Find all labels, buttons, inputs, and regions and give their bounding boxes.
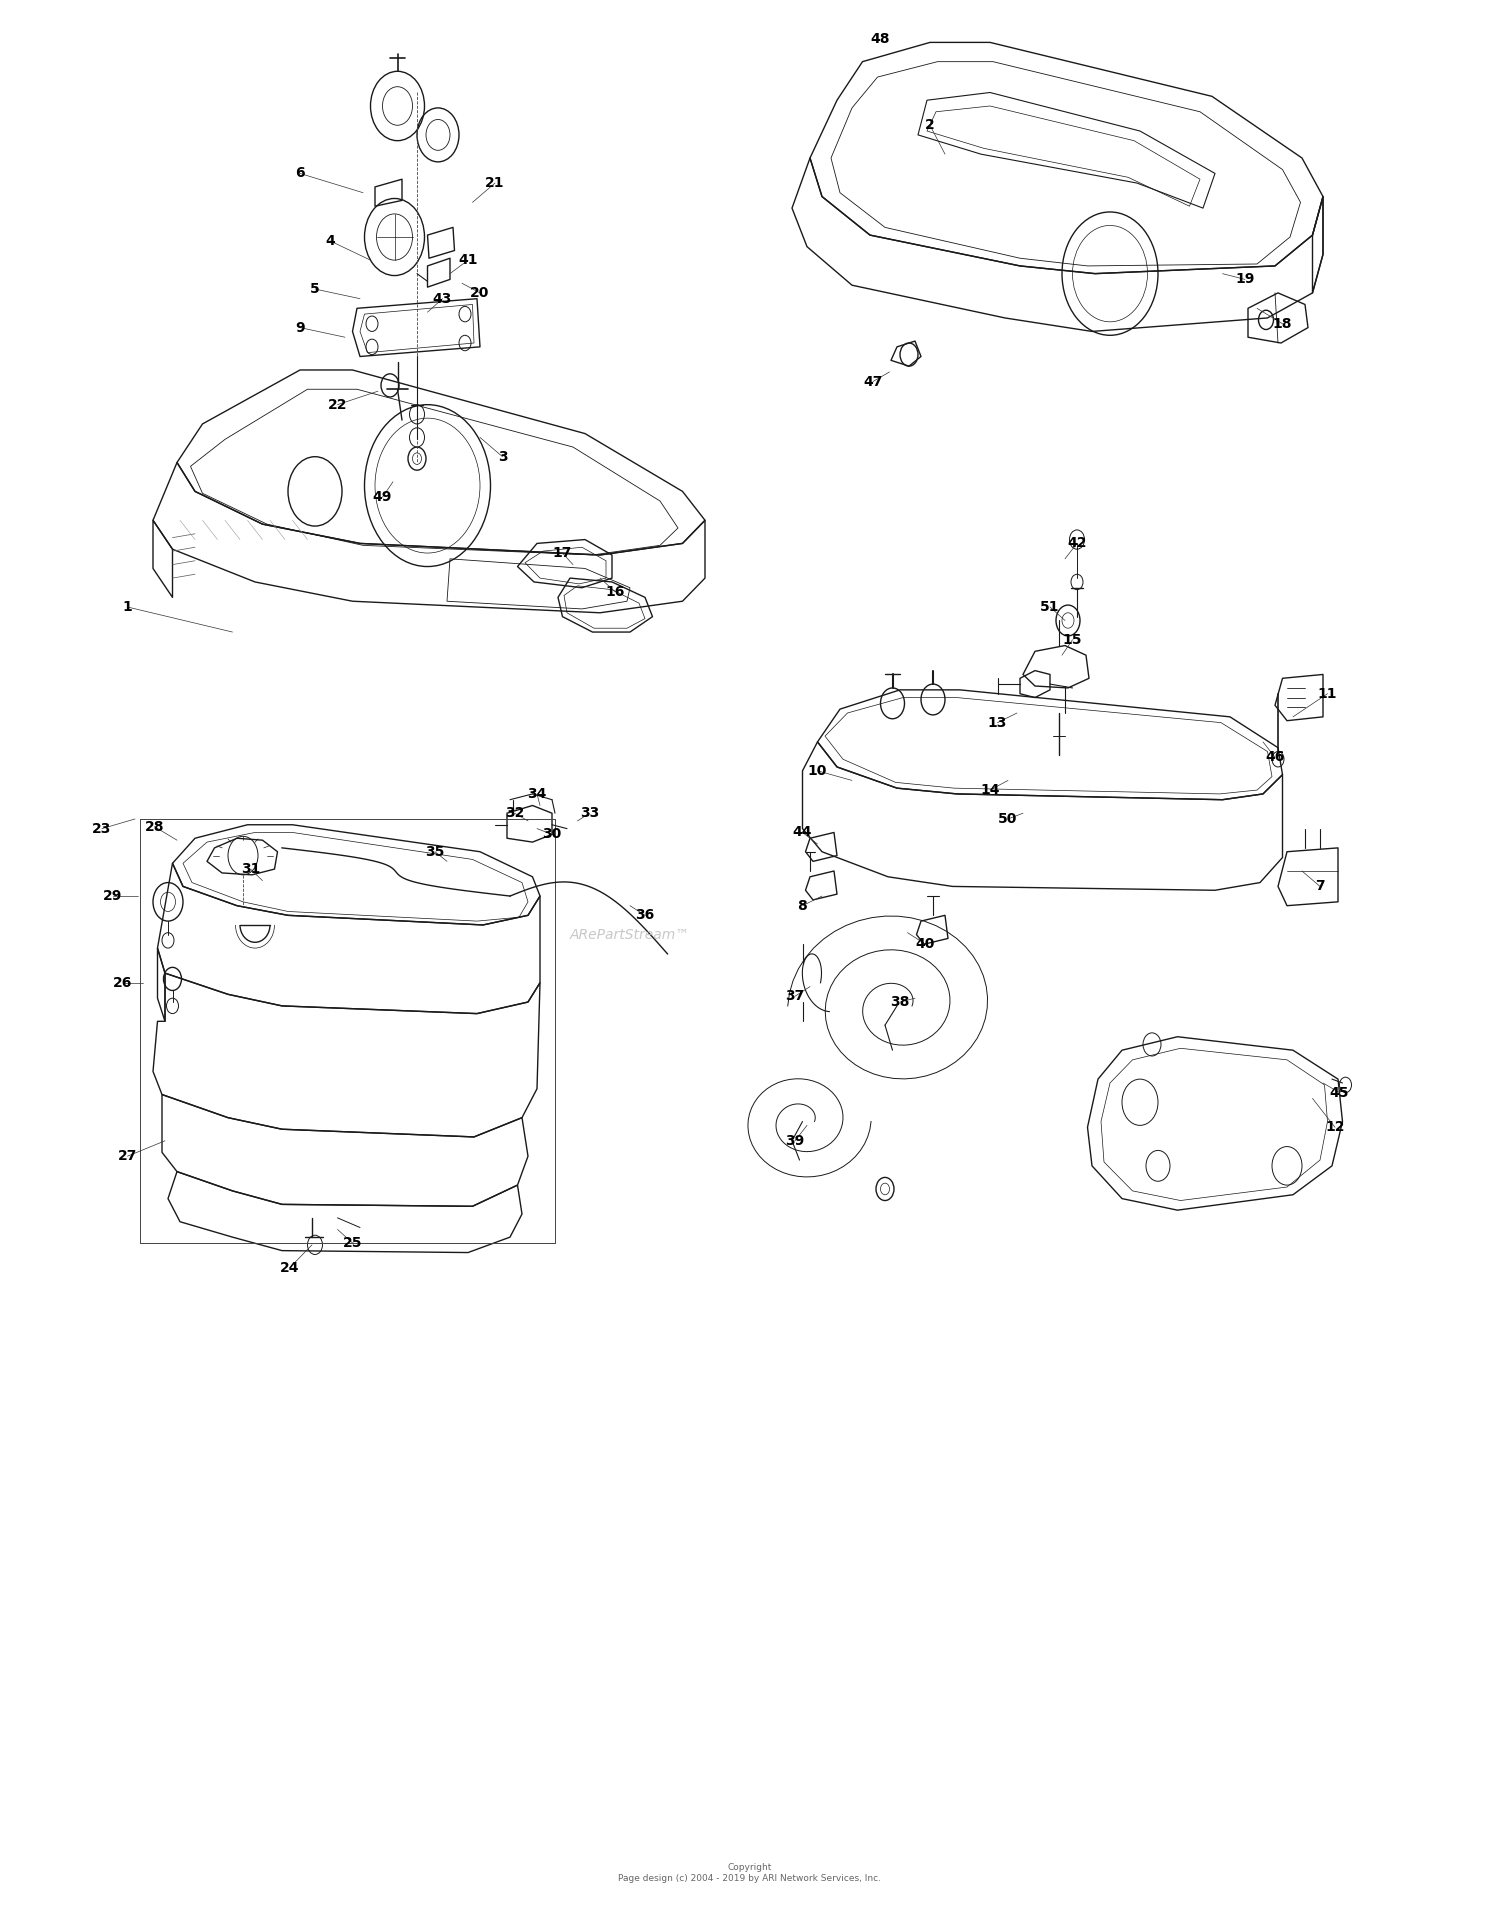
Text: 6: 6: [296, 166, 304, 181]
Text: 20: 20: [471, 285, 489, 301]
Text: 2: 2: [926, 118, 934, 133]
Text: 44: 44: [792, 825, 813, 840]
Text: 13: 13: [988, 715, 1006, 730]
Text: 5: 5: [310, 281, 320, 297]
Text: 35: 35: [426, 844, 444, 859]
Text: 3: 3: [498, 449, 507, 464]
Text: 37: 37: [786, 989, 804, 1004]
Text: 46: 46: [1266, 750, 1284, 765]
Text: 10: 10: [808, 763, 826, 779]
Text: 25: 25: [342, 1235, 363, 1251]
Text: 19: 19: [1236, 272, 1254, 287]
Text: 33: 33: [580, 805, 598, 821]
Text: 24: 24: [279, 1260, 298, 1276]
Text: Copyright
Page design (c) 2004 - 2019 by ARI Network Services, Inc.: Copyright Page design (c) 2004 - 2019 by…: [618, 1863, 882, 1883]
Text: 40: 40: [916, 937, 934, 952]
Text: 26: 26: [114, 975, 132, 990]
Text: 50: 50: [999, 811, 1017, 827]
Text: 15: 15: [1062, 632, 1083, 647]
Text: 49: 49: [374, 489, 392, 505]
Text: 8: 8: [798, 898, 807, 913]
Text: 30: 30: [543, 827, 561, 842]
Text: 48: 48: [870, 31, 891, 46]
Text: 45: 45: [1329, 1085, 1350, 1100]
Text: 21: 21: [486, 175, 504, 191]
Text: 42: 42: [1068, 536, 1086, 551]
Text: 27: 27: [118, 1148, 136, 1164]
Text: 14: 14: [981, 782, 999, 798]
Text: 32: 32: [506, 805, 524, 821]
Text: 39: 39: [786, 1133, 804, 1148]
Text: 51: 51: [1041, 599, 1059, 615]
Text: 18: 18: [1272, 316, 1292, 331]
Text: 11: 11: [1317, 686, 1338, 701]
Text: 23: 23: [93, 821, 111, 836]
Text: 47: 47: [864, 374, 882, 389]
Text: 41: 41: [459, 252, 477, 268]
Text: 36: 36: [636, 908, 654, 923]
Text: 16: 16: [606, 584, 624, 599]
Text: 7: 7: [1316, 879, 1324, 894]
Text: 17: 17: [554, 545, 572, 561]
Text: 22: 22: [327, 397, 346, 412]
Text: 38: 38: [891, 994, 909, 1010]
Text: 34: 34: [528, 786, 546, 802]
Text: 29: 29: [104, 888, 122, 904]
Text: 28: 28: [144, 819, 165, 834]
Text: ARePartStream™: ARePartStream™: [570, 927, 690, 942]
Text: 4: 4: [326, 233, 334, 249]
Text: 43: 43: [433, 291, 451, 306]
Text: 1: 1: [123, 599, 132, 615]
Text: 12: 12: [1326, 1120, 1344, 1135]
Text: 9: 9: [296, 320, 304, 335]
Text: 31: 31: [242, 861, 260, 877]
